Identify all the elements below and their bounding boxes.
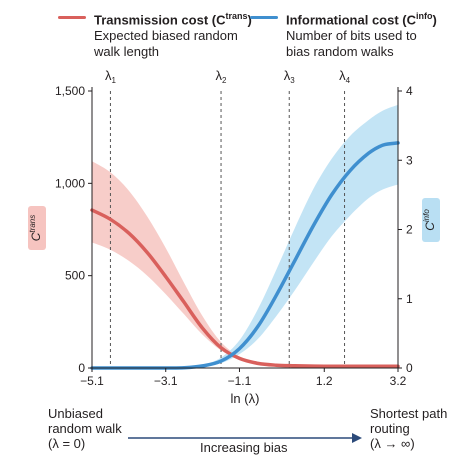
- legend-desc-informational-line2: bias random walks: [286, 44, 394, 60]
- lambda-marker-label-2: λ2: [216, 68, 228, 85]
- legend-title-transmission: Transmission cost (Ctrans): [94, 11, 252, 28]
- legend-swatch-transmission: [58, 16, 86, 19]
- series-band-right: [92, 104, 398, 369]
- unbiased-label-line2: random walk: [48, 421, 122, 436]
- shortest-path-label-line2: routing: [370, 421, 410, 436]
- x-tick-label: 1.2: [316, 374, 333, 388]
- legend-swatch-informational: [250, 16, 278, 19]
- right-tick-label: 1: [406, 292, 413, 306]
- left-tick-label: 1,000: [55, 176, 85, 190]
- legend-informational: Informational cost (Cinfo) Number of bit…: [250, 8, 437, 60]
- x-tick-label: −3.1: [154, 374, 178, 388]
- shortest-path-label-line1: Shortest path: [370, 406, 448, 421]
- right-tick-label: 4: [406, 84, 413, 98]
- unbiased-label-line1: Unbiased: [48, 406, 103, 421]
- right-tick-label: 0: [406, 361, 413, 375]
- unbiased-label-line3: (λ = 0): [48, 436, 86, 451]
- x-tick-label: −1.1: [228, 374, 252, 388]
- shortest-path-label-line3: (λ → ∞): [370, 436, 415, 451]
- legend-title-informational: Informational cost (Cinfo): [286, 11, 437, 28]
- left-tick-label: 0: [78, 361, 85, 375]
- right-tick-label: 3: [406, 153, 413, 167]
- shortest-path-label: Shortest path routing (λ → ∞): [370, 406, 447, 451]
- lambda-marker-label-3: λ3: [284, 68, 296, 85]
- left-tick-label: 500: [65, 269, 85, 283]
- increasing-bias-arrow-head: [352, 433, 362, 443]
- x-tick-label: 3.2: [390, 374, 407, 388]
- legend-desc-informational-line1: Number of bits used to: [286, 28, 417, 44]
- increasing-bias-label: Increasing bias: [200, 440, 288, 455]
- x-tick-label: −5.1: [80, 374, 104, 388]
- right-axis-label-badge: [422, 198, 440, 242]
- legend-desc-transmission-line1: Expected biased random: [94, 28, 238, 44]
- right-axis-label: Cinfo: [422, 209, 437, 231]
- lambda-marker-label-1: λ1: [105, 68, 117, 85]
- lambda-marker-label-4: λ4: [339, 68, 351, 85]
- legend-desc-transmission-line2: walk length: [94, 44, 160, 60]
- unbiased-label: Unbiased random walk (λ = 0): [48, 406, 122, 451]
- left-tick-label: 1,500: [55, 84, 85, 98]
- right-tick-label: 2: [406, 223, 413, 237]
- x-axis-label: ln (λ): [231, 391, 260, 406]
- series-band-left: [92, 161, 398, 367]
- left-axis-label: Ctrans: [28, 215, 43, 241]
- left-axis-label-badge: [28, 206, 46, 250]
- legend-transmission: Transmission cost (Ctrans) Expected bias…: [58, 8, 252, 60]
